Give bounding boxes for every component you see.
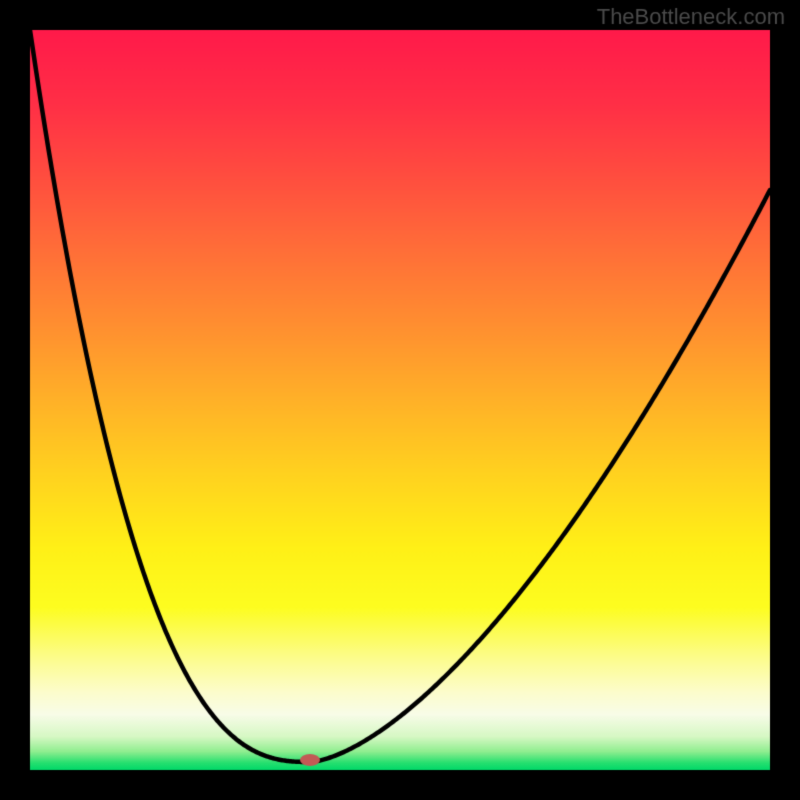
- bottleneck-chart-canvas: [0, 0, 800, 800]
